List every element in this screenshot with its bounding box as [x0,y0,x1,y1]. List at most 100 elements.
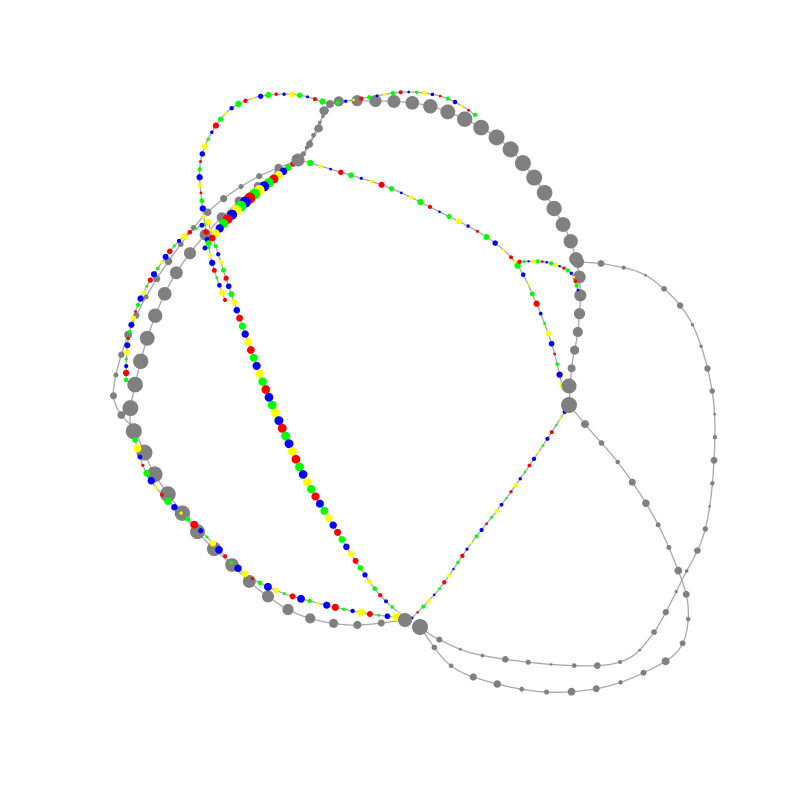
colored-arc-right-to-bottom-node [437,587,441,591]
colored-arc-diagonal-main-node [343,543,350,551]
colored-arc-top-loop-node [201,143,208,150]
colored-arc-top-bridge-node [375,94,379,98]
colored-arc-right-to-bottom-node [460,553,465,558]
colored-arc-top-right-node [466,224,470,228]
colored-arc-top-bridge-node [414,90,419,95]
gray-arc-top-right-node [572,326,583,338]
colored-arc-left-blue-node [126,336,130,341]
colored-arc-lower-left-node [154,486,159,490]
colored-arc-top-loop-node [210,130,214,135]
colored-arc-diagonal-main-node [236,314,244,322]
gray-arc-outer-right-node [674,590,678,594]
colored-arc-top-right-node [348,172,355,179]
colored-arc-top-loop-node [215,276,219,280]
colored-arc-lower-left-node [133,444,142,453]
colored-arc-top-bridge-node [460,104,464,108]
colored-arc-right-to-bottom-node [470,541,473,544]
gray-arc-right-lower-node [598,440,605,446]
gray-arc-right-lower-node [519,686,525,692]
colored-arc-top-loop-node [319,98,326,105]
gray-arc-top-right-node [488,129,505,146]
gray-arc-top-link-node [317,120,322,125]
gray-arc-left-bottom-node [353,620,362,630]
colored-arc-diagonal-main-node [249,353,258,362]
hub-node [561,378,577,394]
colored-arc-top-loop-edge [198,93,331,301]
gray-arc-outer-left-node [143,294,149,300]
gray-arc-top-link-node [314,126,320,132]
gray-arc-outer-right-node [694,547,701,554]
colored-arc-lower-left-node [147,476,156,485]
colored-arc-top-loop-node [197,167,202,172]
colored-arc-top-right-node [329,167,332,171]
gray-arc-outer-left-edge [112,159,299,431]
colored-arc-right-inner-node [545,260,549,264]
gray-arc-top-right-node [567,364,576,373]
hub-node [398,613,412,627]
colored-arc-lower-left-node [215,546,223,554]
colored-arc-diagonal-main-node [307,485,316,494]
colored-arc-top-loop-node [219,289,226,296]
colored-arc-diagonal-main-node [311,492,320,501]
hub-node [561,397,577,413]
gray-arc-outer-right-node [704,365,711,372]
colored-arc-top-right-node [556,371,563,378]
colored-arc-diagonal-main-node [384,599,388,604]
colored-arc-left-blue-node [187,229,193,235]
gray-arc-outer-right-node [702,526,709,532]
colored-arc-right-inner-node [574,283,579,288]
colored-arc-top-loop-node [199,160,202,163]
colored-arc-diagonal-main-node [213,244,218,249]
gray-arc-left-bottom-node [133,353,149,369]
gray-arc-outer-right-node [436,636,443,643]
gray-arc-right-lower-node [493,680,502,688]
colored-arc-top-bridge-node [352,98,355,102]
colored-arc-right-to-bottom-node [513,483,518,488]
gray-arc-top-right-node [563,234,578,249]
gray-arc-outer-left-node [109,392,118,400]
gray-arc-top-right-node [574,289,587,302]
colored-arc-lower-left-node [297,594,305,603]
colored-arc-lower-left-node [350,608,355,614]
colored-arc-lower-left-node [205,535,209,539]
colored-arc-lower-left-node [209,540,217,547]
colored-arc-lower-left-node [190,520,199,529]
colored-arc-right-inner-node [553,262,558,267]
hub-node [412,619,428,635]
gray-arc-outer-left-node [238,184,244,190]
gray-arc-outer-right-node [480,653,485,658]
nodes-layer [109,90,718,696]
colored-arc-left-blue-node [150,271,158,278]
colored-arc-top-bridge-node [390,90,396,96]
colored-arc-right-inner-node [513,260,517,264]
gray-arc-top-right-node [546,200,562,217]
colored-arc-lower-left-node [316,601,320,605]
gray-arc-top-link-node [323,107,329,113]
colored-arc-diagonal-main-node [320,506,329,515]
colored-arc-top-right-node [446,213,452,220]
colored-arc-diagonal-main-node [390,605,394,609]
colored-arc-top-bridge-node [438,94,442,98]
colored-arc-lower-left-node [263,582,272,591]
gray-arc-right-lower-node [682,590,690,598]
gray-arc-outer-right-node [618,659,623,665]
colored-arc-top-loop-node [208,253,213,258]
colored-arc-top-right-node [543,322,547,325]
colored-arc-lower-left-node [171,503,178,511]
colored-arc-top-bridge-node [344,99,348,103]
gray-arc-top-right-node [457,111,473,127]
colored-arc-lower-left-node [132,437,138,443]
colored-arc-lower-left-node [366,611,373,617]
gray-arc-outer-right-node [708,504,712,508]
colored-arc-right-to-bottom-node [518,477,522,481]
gray-arc-outer-left-node [113,372,119,378]
colored-arc-lower-left-node [250,576,254,581]
colored-arc-top-right-node [338,169,344,176]
colored-arc-left-blue-node [204,218,212,226]
colored-arc-top-bridge-node [472,112,478,118]
colored-arc-left-blue-node [123,349,130,355]
colored-arc-lower-left-node [377,613,381,617]
colored-arc-diagonal-main-node [255,369,264,378]
gray-arc-left-bottom-node [183,247,197,260]
colored-arc-top-bridge-node [422,90,427,96]
